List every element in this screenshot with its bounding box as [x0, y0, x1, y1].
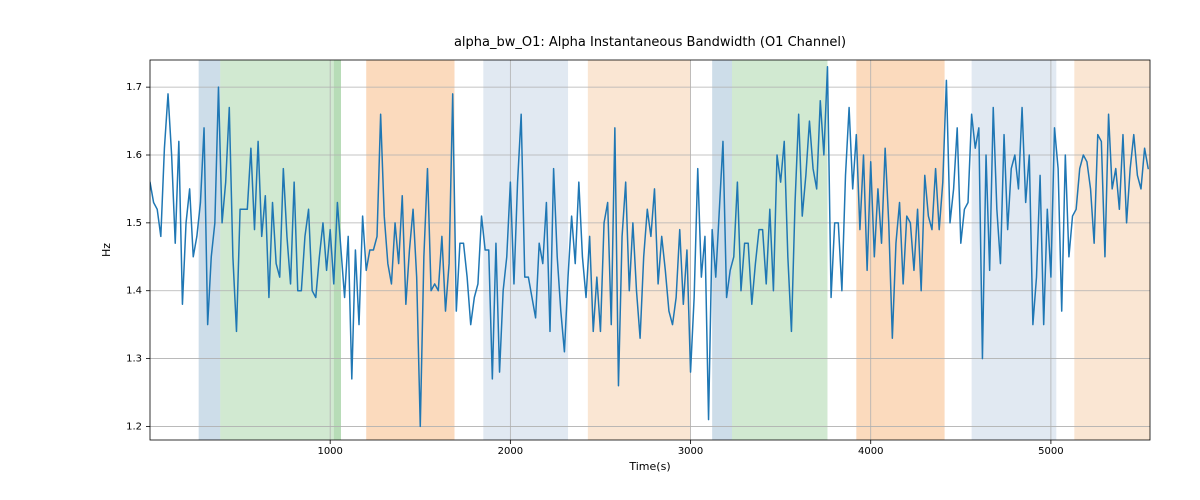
xtick-label: 5000 — [1038, 446, 1063, 457]
ytick-label: 1.4 — [126, 286, 142, 297]
ytick-label: 1.3 — [126, 354, 142, 365]
region-7 — [732, 60, 827, 440]
region-10 — [1074, 60, 1150, 440]
chart-svg: 1000 2000 3000 4000 5000 1.2 1.3 1.4 1.5 1.6 1.7 Ti… — [0, 0, 1200, 500]
x-axis-label: Time(s) — [628, 460, 670, 473]
region-6 — [712, 60, 732, 440]
xtick-label: 1000 — [317, 446, 342, 457]
ytick-label: 1.2 — [126, 421, 142, 432]
ytick-label: 1.7 — [126, 82, 142, 93]
xtick-label: 3000 — [678, 446, 703, 457]
chart-title: alpha_bw_O1: Alpha Instantaneous Bandwid… — [454, 35, 846, 50]
ytick-label: 1.5 — [126, 218, 142, 229]
chart-container: 1000 2000 3000 4000 5000 1.2 1.3 1.4 1.5 1.6 1.7 Ti… — [0, 0, 1200, 500]
ytick-label: 1.6 — [126, 150, 142, 161]
region-8 — [856, 60, 944, 440]
region-1 — [220, 60, 334, 440]
xtick-label: 4000 — [858, 446, 883, 457]
xtick-label: 2000 — [498, 446, 523, 457]
y-axis-label: Hz — [100, 243, 113, 257]
